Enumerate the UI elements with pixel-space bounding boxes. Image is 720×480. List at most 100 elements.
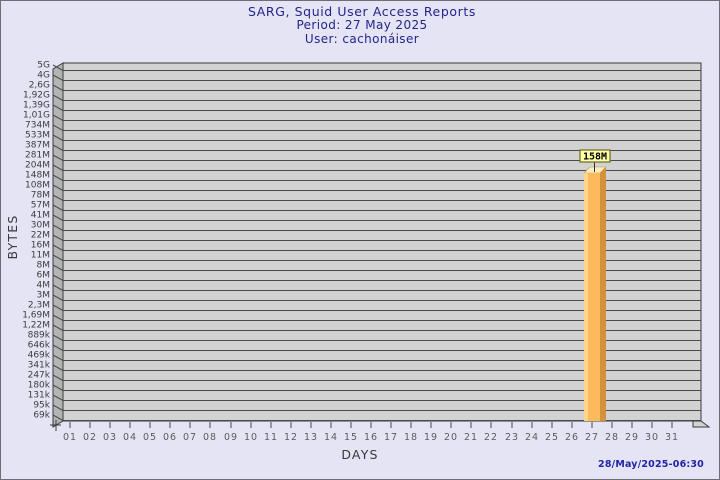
y-tick-label: 1,92G [23, 91, 50, 101]
y-tick [52, 144, 64, 151]
x-tick-label: 16 [364, 432, 378, 443]
x-tick-label: 29 [625, 432, 639, 443]
y-tick [52, 154, 64, 161]
y-tick-label: 11M [31, 251, 50, 261]
x-tick-label: 01 [63, 432, 77, 443]
y-tick [52, 344, 64, 351]
x-tick-label: 13 [304, 432, 318, 443]
y-tick [52, 164, 64, 171]
x-axis-title: DAYS [341, 447, 378, 462]
x-tick-label: 19 [424, 432, 438, 443]
x-tick-label: 11 [264, 432, 278, 443]
y-tick-label: 148M [25, 171, 50, 181]
y-tick-label: 734M [25, 121, 50, 131]
y-tick [52, 264, 64, 271]
y-tick [52, 114, 64, 121]
y-tick [52, 74, 64, 81]
y-tick [52, 374, 64, 381]
y-tick [52, 224, 64, 231]
y-tick-label: 95k [33, 401, 50, 411]
y-tick [52, 404, 64, 411]
y-tick [52, 334, 64, 341]
y-tick-label: 8M [37, 261, 51, 271]
y-tick-label: 281M [25, 151, 50, 161]
y-tick-label: 4M [37, 281, 51, 291]
x-tick-label: 30 [645, 432, 659, 443]
y-tick-label: 1,69M [22, 311, 50, 321]
y-tick [52, 384, 64, 391]
y-tick-label: 5G [37, 61, 50, 71]
y-tick [52, 304, 64, 311]
y-tick [52, 194, 64, 201]
y-tick-label: 16M [31, 241, 50, 251]
x-tick-label: 12 [284, 432, 298, 443]
y-tick [52, 284, 64, 291]
y-tick-label: 1,22M [22, 321, 50, 331]
y-tick [52, 254, 64, 261]
y-tick [52, 104, 64, 111]
x-tick-label: 10 [244, 432, 258, 443]
y-tick-label: 108M [25, 181, 50, 191]
x-tick-label: 24 [525, 432, 539, 443]
y-tick [52, 184, 64, 191]
chart-period: Period: 27 May 2025 [296, 18, 428, 32]
y-tick-label: 180k [28, 381, 51, 391]
x-tick-label: 22 [484, 432, 498, 443]
y-tick [52, 414, 64, 421]
bar-value-box [579, 149, 611, 163]
y-tick [52, 354, 64, 361]
chart-generated-layer: 5G4G2,6G1,92G1,39G1,01G734M533M387M281M2… [22, 61, 701, 443]
y-tick-label: 1,39G [23, 101, 50, 111]
y-tick-label: 57M [31, 201, 50, 211]
x-tick-label: 07 [183, 432, 197, 443]
y-tick [52, 394, 64, 401]
y-tick-label: 341k [28, 361, 51, 371]
y-tick-label: 469k [28, 351, 51, 361]
y-tick [52, 174, 64, 181]
y-tick-label: 30M [31, 221, 50, 231]
y-tick-label: 889k [28, 331, 51, 341]
plot-corner-bevel [692, 420, 711, 428]
x-tick-label: 27 [585, 432, 599, 443]
x-tick-label: 26 [565, 432, 579, 443]
y-tick [52, 124, 64, 131]
chart-title: SARG, Squid User Access Reports [248, 4, 476, 19]
y-tick-label: 78M [31, 191, 50, 201]
generated-timestamp: 28/May/2025-06:30 [598, 459, 704, 470]
y-axis-title: BYTES [5, 215, 20, 260]
y-tick [52, 64, 64, 71]
bar-side-face [600, 167, 606, 421]
x-tick-label: 20 [444, 432, 458, 443]
y-tick-label: 533M [25, 131, 50, 141]
x-tick-label: 02 [83, 432, 97, 443]
y-tick [52, 324, 64, 331]
bar-value-label: 158M [583, 152, 607, 163]
y-tick-label: 3M [37, 291, 51, 301]
y-tick [52, 204, 64, 211]
x-tick-label: 18 [404, 432, 418, 443]
y-tick [52, 314, 64, 321]
y-tick-label: 6M [37, 271, 51, 281]
y-tick [52, 244, 64, 251]
chart-user: User: cachonáiser [304, 31, 420, 46]
y-tick [52, 234, 64, 241]
y-tick-label: 2,3M [28, 301, 50, 311]
y-tick-label: 2,6G [29, 81, 50, 91]
y-tick-label: 41M [31, 211, 50, 221]
x-tick-label: 08 [203, 432, 217, 443]
x-tick-label: 14 [324, 432, 338, 443]
y-tick-label: 204M [25, 161, 50, 171]
y-tick-label: 247k [28, 371, 51, 381]
bar-highlight [584, 173, 588, 421]
y-tick [52, 94, 64, 101]
x-tick-label: 03 [103, 432, 117, 443]
origin-cross-icon [50, 420, 61, 431]
y-tick [52, 134, 64, 141]
chart-header: SARG, Squid User Access Reports Period: … [9, 5, 715, 46]
y-tick-label: 69k [33, 411, 50, 421]
y-tick [52, 84, 64, 91]
y-tick-label: 646k [28, 341, 51, 351]
y-tick-label: 22M [31, 231, 50, 241]
